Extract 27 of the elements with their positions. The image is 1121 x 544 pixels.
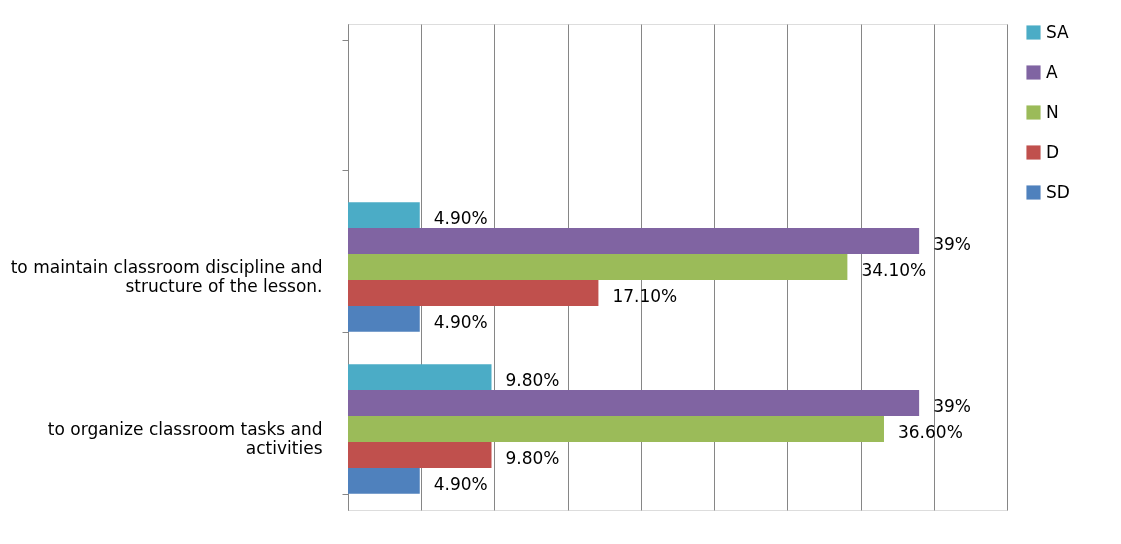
bar bbox=[348, 416, 884, 442]
data-label: 39% bbox=[933, 234, 971, 255]
bar bbox=[348, 279, 599, 306]
y-tick-label: to maintain classroom discipline and structure of the lesson. bbox=[10, 256, 323, 296]
bar bbox=[348, 254, 848, 280]
data-label: 39% bbox=[933, 396, 971, 417]
legend-label: A bbox=[1046, 61, 1058, 82]
bar bbox=[348, 467, 420, 494]
bar bbox=[348, 364, 492, 391]
data-label: 4.90% bbox=[433, 311, 488, 332]
data-label: 9.80% bbox=[505, 447, 560, 468]
data-label: 34.10% bbox=[861, 260, 927, 280]
legend-label: N bbox=[1046, 101, 1059, 122]
data-label: 17.10% bbox=[612, 285, 678, 306]
data-label: 4.90% bbox=[433, 473, 488, 494]
data-label: 4.90% bbox=[433, 208, 488, 229]
legend-label: SD bbox=[1046, 181, 1070, 202]
y-tick-label: to organize classroom tasks and activities bbox=[47, 418, 323, 458]
data-label: 36.60% bbox=[897, 422, 963, 442]
legend-label: D bbox=[1046, 141, 1060, 162]
bar bbox=[348, 441, 492, 468]
legend-label: SA bbox=[1046, 21, 1070, 42]
bar bbox=[348, 390, 920, 417]
bar bbox=[348, 305, 420, 332]
bar bbox=[348, 228, 920, 255]
bar bbox=[348, 202, 420, 229]
data-label: 9.80% bbox=[505, 370, 560, 391]
